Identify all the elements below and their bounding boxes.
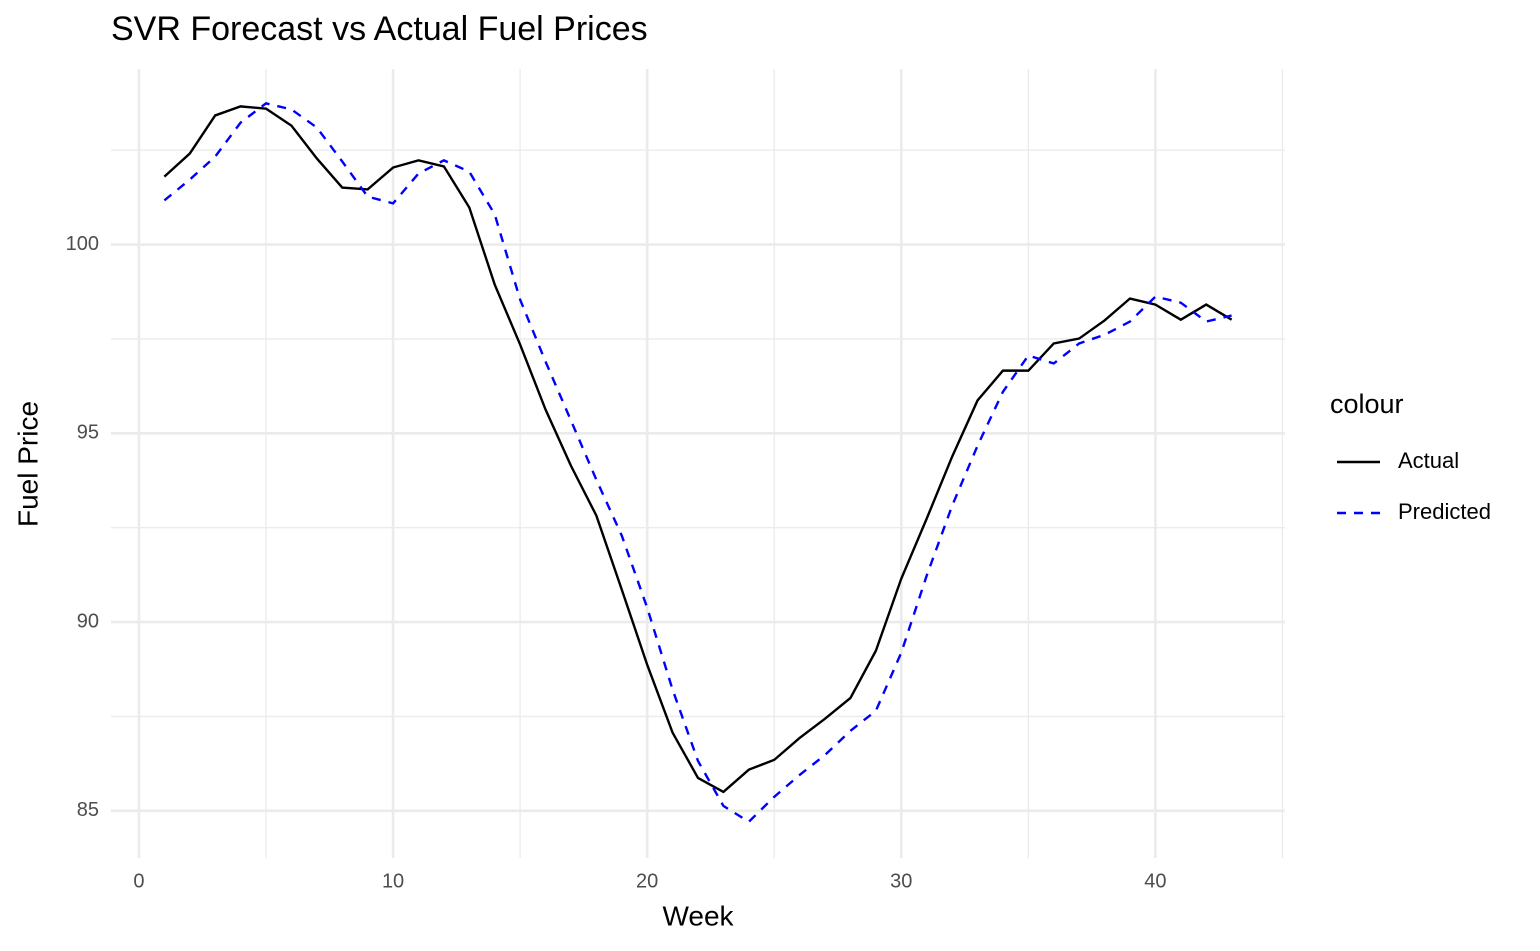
x-tick-label: 0	[133, 870, 144, 892]
chart-title: SVR Forecast vs Actual Fuel Prices	[111, 10, 648, 48]
x-tick-label: 10	[382, 870, 404, 892]
series-line	[163, 102, 1232, 824]
y-tick-label: 90	[77, 610, 99, 632]
y-tick-label: 85	[77, 799, 99, 821]
x-tick-label: 40	[1144, 870, 1166, 892]
series-line	[163, 105, 1233, 794]
y-axis-label: Fuel Price	[12, 401, 43, 527]
legend-title: colour	[1330, 389, 1404, 419]
y-tick-label: 95	[77, 422, 99, 444]
legend-label: Actual	[1398, 448, 1459, 473]
y-tick-label: 100	[66, 233, 99, 255]
x-tick-label: 30	[890, 870, 912, 892]
x-tick-label: 20	[636, 870, 658, 892]
x-axis-label: Week	[662, 900, 734, 931]
legend-label: Predicted	[1398, 499, 1491, 524]
